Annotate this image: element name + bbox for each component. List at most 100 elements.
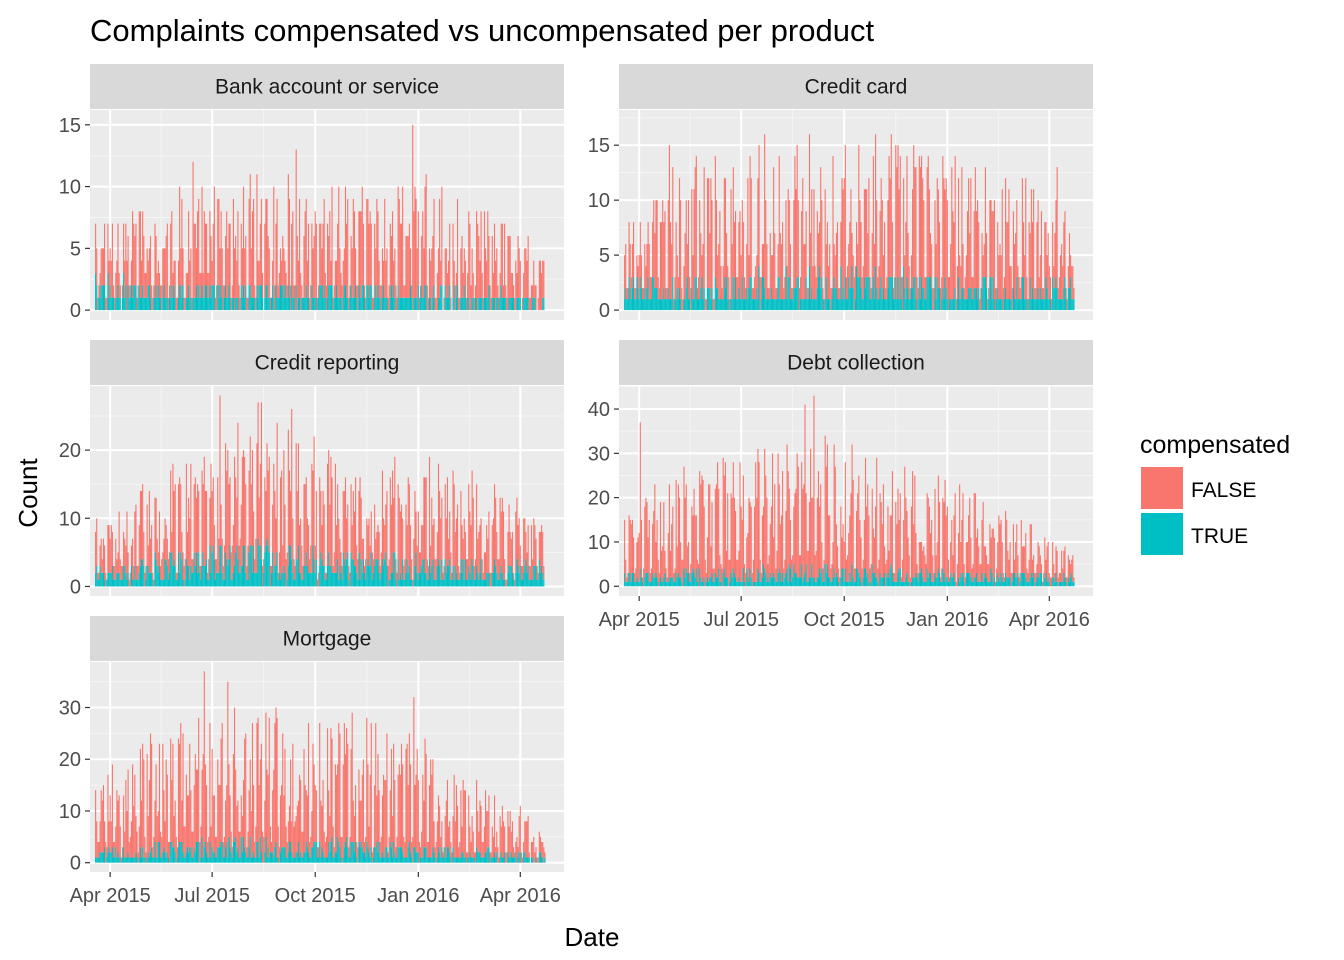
bar-false [912,189,914,289]
bar-false [282,236,284,286]
bar-false [101,800,103,853]
bar-false [253,511,255,546]
bar-false [481,842,483,858]
bar-false [197,211,199,298]
bar-true [189,297,191,311]
bar-true [219,545,221,587]
bar-false [109,538,111,573]
bar-true [1020,299,1022,311]
bar-false [758,145,760,267]
bar-true [118,572,120,587]
bar-true [181,297,183,311]
bar-false [404,842,406,858]
bar-false [305,198,307,286]
bar-false [249,759,251,837]
bar-true [1036,577,1038,587]
bar-false [478,531,480,580]
bar-false [1000,519,1002,573]
bar-false [903,519,905,582]
bar-true [416,852,418,863]
bar-true [1033,299,1035,311]
bar-true [990,277,992,311]
bar-false [897,488,899,573]
bar-true [741,581,743,587]
bar-true [762,564,765,587]
bar-true [298,857,301,863]
facet-strip-label: Bank account or service [215,76,439,99]
bar-false [330,728,332,842]
bar-true [761,577,763,587]
bar-false [163,248,165,286]
bar-true [374,566,376,587]
bar-true [630,581,632,587]
bar-true [959,299,961,311]
bar-false [887,506,889,573]
bar-false [350,484,352,553]
bar-false [858,475,860,573]
bar-false [307,723,310,853]
bar-true [511,572,514,587]
bar-false [319,223,321,286]
bar-true [312,297,314,311]
bar-true [388,579,390,587]
bar-true [1059,581,1062,587]
bar-false [1047,541,1049,578]
bar-true [238,572,240,587]
bar-false [676,546,678,578]
bar-false [654,484,656,578]
bar-false [1070,564,1072,578]
bar-true [96,566,98,587]
bar-true [434,857,436,863]
bar-false [1065,577,1067,582]
bar-false [223,836,226,858]
bar-false [260,743,263,853]
bar-false [659,222,662,300]
bar-false [629,519,631,573]
bar-false [208,836,210,858]
bar-true [318,297,320,311]
bar-false [639,222,641,278]
bar-false [761,515,763,578]
bar-false [829,244,831,300]
bar-false [153,285,155,298]
bar-true [212,852,214,863]
bar-false [356,842,358,858]
bar-false [318,285,320,298]
bar-true [908,299,910,311]
bar-true [439,566,441,587]
bar-false [998,515,1000,578]
bar-false [459,297,461,311]
bar-false [365,297,367,311]
bar-false [310,836,312,858]
bar-true [755,299,757,311]
bar-true [409,579,412,587]
bar-false [332,297,334,311]
bar-false [661,550,663,582]
bar-false [343,491,345,560]
bar-true [448,566,450,587]
bar-false [721,288,723,300]
bar-true [1005,288,1007,311]
bar-false [1018,577,1020,587]
bar-false [1045,559,1047,573]
bar-false [990,537,992,569]
bar-false [666,577,668,582]
y-tick-label: 0 [599,300,610,322]
bar-false [861,568,863,587]
bar-true [519,297,521,311]
bar-false [284,260,286,286]
legend: compensated FALSE TRUE [1140,431,1290,555]
bar-false [717,255,719,289]
bar-false [822,568,824,582]
bar-true [95,857,97,863]
bar-true [638,299,640,311]
bar-true [931,581,933,587]
bar-false [424,186,426,286]
bar-true [485,579,487,587]
bar-true [295,559,297,587]
bar-true [360,559,362,587]
bar-true [430,572,432,587]
bar-false [322,491,324,566]
bar-true [242,285,245,311]
bar-false [390,748,392,848]
